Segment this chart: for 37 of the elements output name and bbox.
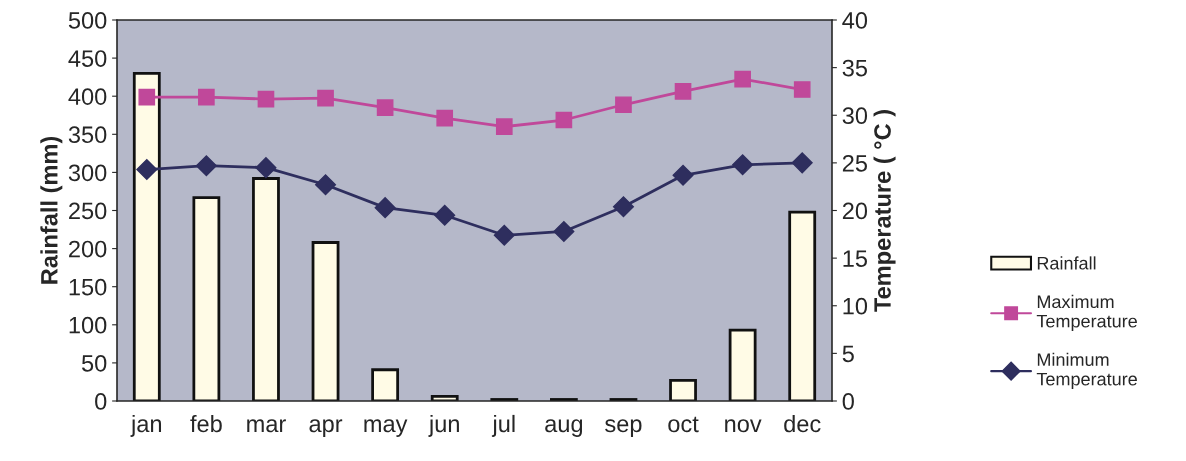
x-tick-label: dec (784, 414, 821, 433)
y2-tick-label: 35 (842, 59, 867, 77)
x-tick-label: feb (190, 414, 222, 433)
y2-axis-title: Temperature ( °C ) (873, 110, 896, 312)
x-tick-label: apr (309, 419, 343, 437)
y-tick-label: 400 (68, 88, 107, 105)
y-tick-label: 100 (69, 316, 107, 334)
y2-tick-label: 40 (842, 12, 868, 29)
y-tick-label: 250 (69, 202, 107, 220)
y2-tick-label: 25 (842, 154, 867, 172)
x-tick-label: oct (668, 416, 699, 433)
y-tick-label: 450 (68, 50, 107, 67)
y2-tick-label: 10 (843, 297, 868, 315)
y-tick-label: 50 (81, 354, 107, 372)
y-tick-label: 200 (69, 240, 107, 258)
x-tick-label: may (364, 419, 408, 437)
y2-tick-label: 15 (843, 250, 867, 267)
legend-label: Rainfall (1037, 256, 1096, 270)
y-tick-label: 500 (68, 12, 107, 29)
y2-tick-label: 30 (842, 107, 868, 125)
x-tick-label: aug (545, 419, 583, 437)
y-tick-label: 350 (68, 126, 107, 144)
y2-tick-label: 0 (842, 393, 854, 410)
y2-tick-label: 20 (842, 202, 868, 220)
legend-label: Minimum Temperature (1036, 352, 1137, 390)
y-axis-title: Rainfall (mm) (40, 136, 63, 284)
legend-label: Maximum Temperature (1036, 294, 1137, 332)
x-tick-label: mar (247, 419, 286, 433)
x-tick-label: sep (605, 419, 642, 437)
x-tick-label: jun (428, 414, 459, 437)
y-tick-label: 150 (69, 278, 107, 296)
x-tick-label: nov (725, 419, 762, 433)
x-tick-label: jan (130, 414, 162, 437)
y-tick-label: 0 (95, 393, 107, 410)
y2-tick-label: 5 (842, 345, 854, 363)
y-tick-label: 300 (68, 164, 107, 182)
x-tick-label: jul (491, 414, 515, 437)
